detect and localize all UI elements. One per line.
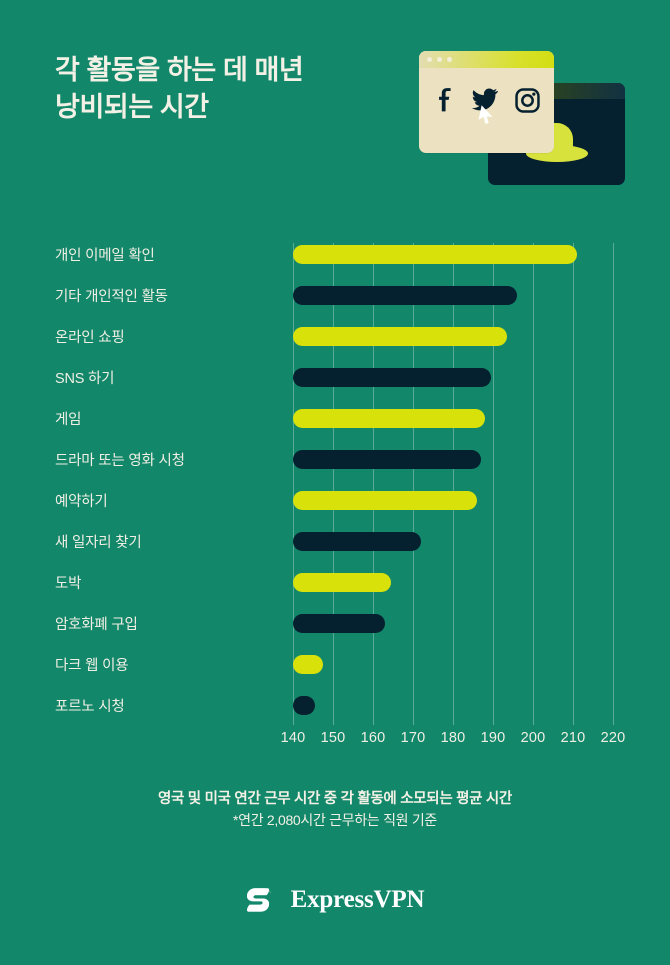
x-tick-label: 220 — [600, 730, 626, 746]
bar-label: 포르노 시청 — [55, 699, 125, 715]
window-dot — [447, 57, 452, 62]
bar-row: 게임 — [0, 398, 670, 439]
bar-row: 예약하기 — [0, 480, 670, 521]
bar-label: 온라인 쇼핑 — [55, 330, 125, 346]
facebook-icon[interactable] — [433, 87, 455, 113]
bar-label: 도박 — [55, 576, 82, 592]
bar-label: 다크 웹 이용 — [55, 658, 129, 674]
expressvpn-logo-mark — [246, 888, 271, 912]
bar — [293, 245, 577, 264]
brand-logo[interactable]: ExpressVPN — [0, 884, 670, 916]
bar-row: SNS 하기 — [0, 357, 670, 398]
window-titlebar — [419, 51, 554, 68]
header: 각 활동을 하는 데 매년 낭비되는 시간 — [0, 0, 670, 200]
bar — [293, 409, 485, 428]
gridline — [613, 243, 614, 725]
bar-row: 새 일자리 찾기 — [0, 521, 670, 562]
bar-row: 포르노 시청 — [0, 685, 670, 726]
bar — [293, 450, 481, 469]
x-axis: 140 150 160 170 180 190 200 210 220 — [0, 730, 670, 760]
bar — [293, 327, 507, 346]
bar-label: 드라마 또는 영화 시청 — [55, 453, 185, 469]
bar-row: 암호화폐 구입 — [0, 603, 670, 644]
bar-row: 온라인 쇼핑 — [0, 316, 670, 357]
bar-row: 드라마 또는 영화 시청 — [0, 439, 670, 480]
x-tick-label: 180 — [440, 730, 466, 746]
chart-gridlines — [293, 225, 614, 725]
mouse-cursor-icon — [478, 105, 493, 124]
bar-label: 예약하기 — [55, 494, 108, 510]
bar-label: 새 일자리 찾기 — [55, 535, 142, 551]
window-dot — [427, 57, 432, 62]
brand-name: ExpressVPN — [290, 886, 425, 913]
page-title: 각 활동을 하는 데 매년 낭비되는 시간 — [55, 55, 304, 123]
bar — [293, 573, 391, 592]
bar-row: 개인 이메일 확인 — [0, 234, 670, 275]
bar-label: SNS 하기 — [55, 371, 115, 387]
x-tick-label: 160 — [360, 730, 386, 746]
twitter-icon[interactable] — [472, 88, 498, 112]
caption-main: 영국 및 미국 연간 근무 시간 중 각 활동에 소모되는 평균 시간 — [158, 791, 512, 807]
bar-label: 개인 이메일 확인 — [55, 248, 155, 264]
gridline — [333, 243, 334, 725]
bar — [293, 614, 385, 633]
gridline — [493, 243, 494, 725]
bar — [293, 368, 491, 387]
gridline — [373, 243, 374, 725]
bar-label: 기타 개인적인 활동 — [55, 289, 168, 305]
x-tick-label: 190 — [480, 730, 506, 746]
x-tick-label: 210 — [560, 730, 586, 746]
bar-row: 다크 웹 이용 — [0, 644, 670, 685]
bar-label: 암호화폐 구입 — [55, 617, 138, 633]
bar — [293, 491, 477, 510]
bar — [293, 532, 421, 551]
window-dot — [437, 57, 442, 62]
social-icon-row — [419, 75, 554, 125]
bar — [293, 655, 323, 674]
bar — [293, 696, 315, 715]
gridline — [293, 243, 294, 725]
x-tick-label: 170 — [400, 730, 426, 746]
bar — [293, 286, 517, 305]
x-tick-label: 200 — [520, 730, 546, 746]
hero-illustration — [405, 45, 640, 200]
gridline — [573, 243, 574, 725]
x-tick-label: 150 — [320, 730, 346, 746]
caption-sub: *연간 2,080시간 근무하는 직원 기준 — [232, 812, 437, 829]
gridline — [453, 243, 454, 725]
gridline — [533, 243, 534, 725]
bar-label: 게임 — [55, 412, 82, 428]
chart-caption: 영국 및 미국 연간 근무 시간 중 각 활동에 소모되는 평균 시간 *연간 … — [0, 788, 670, 832]
gridline — [413, 243, 414, 725]
browser-window-social — [419, 51, 554, 153]
bar-row: 기타 개인적인 활동 — [0, 275, 670, 316]
x-tick-label: 140 — [280, 730, 306, 746]
bar-row: 도박 — [0, 562, 670, 603]
instagram-icon[interactable] — [515, 87, 540, 113]
